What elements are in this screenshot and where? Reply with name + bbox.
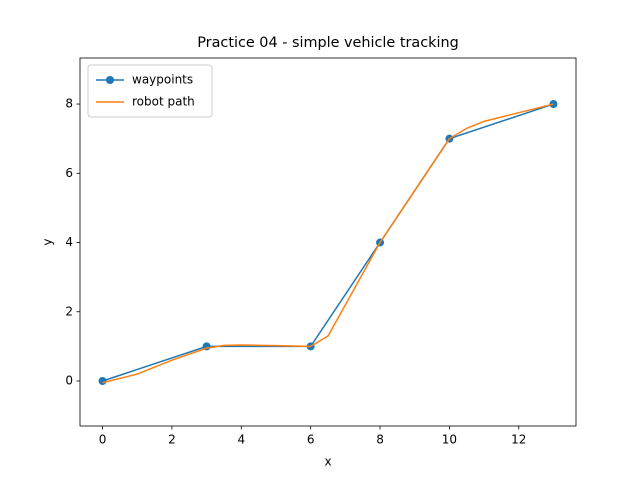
- x-tick-label: 12: [511, 433, 526, 447]
- y-tick-label: 0: [65, 373, 73, 387]
- y-tick-label: 4: [65, 235, 73, 249]
- series-line: [102, 103, 554, 382]
- y-tick-label: 8: [65, 97, 73, 111]
- series-line: [102, 103, 554, 384]
- legend-label: waypoints: [132, 73, 193, 87]
- x-tick-label: 8: [376, 433, 384, 447]
- plot-frame: [79, 57, 577, 427]
- chart-title: Practice 04 - simple vehicle tracking: [197, 35, 458, 51]
- legend-box: [87, 64, 213, 118]
- y-axis-label: y: [41, 238, 55, 245]
- y-tick-label: 6: [65, 166, 73, 180]
- x-tick-label: 0: [99, 433, 107, 447]
- y-tick-label: 2: [65, 304, 73, 318]
- x-tick-label: 2: [168, 433, 176, 447]
- legend-label: robot path: [132, 95, 195, 109]
- x-tick-label: 4: [237, 433, 245, 447]
- x-tick-label: 6: [307, 433, 315, 447]
- x-axis-label: x: [324, 455, 331, 469]
- marker: [98, 376, 107, 385]
- x-tick-label: 10: [442, 433, 457, 447]
- legend-marker: [106, 76, 114, 84]
